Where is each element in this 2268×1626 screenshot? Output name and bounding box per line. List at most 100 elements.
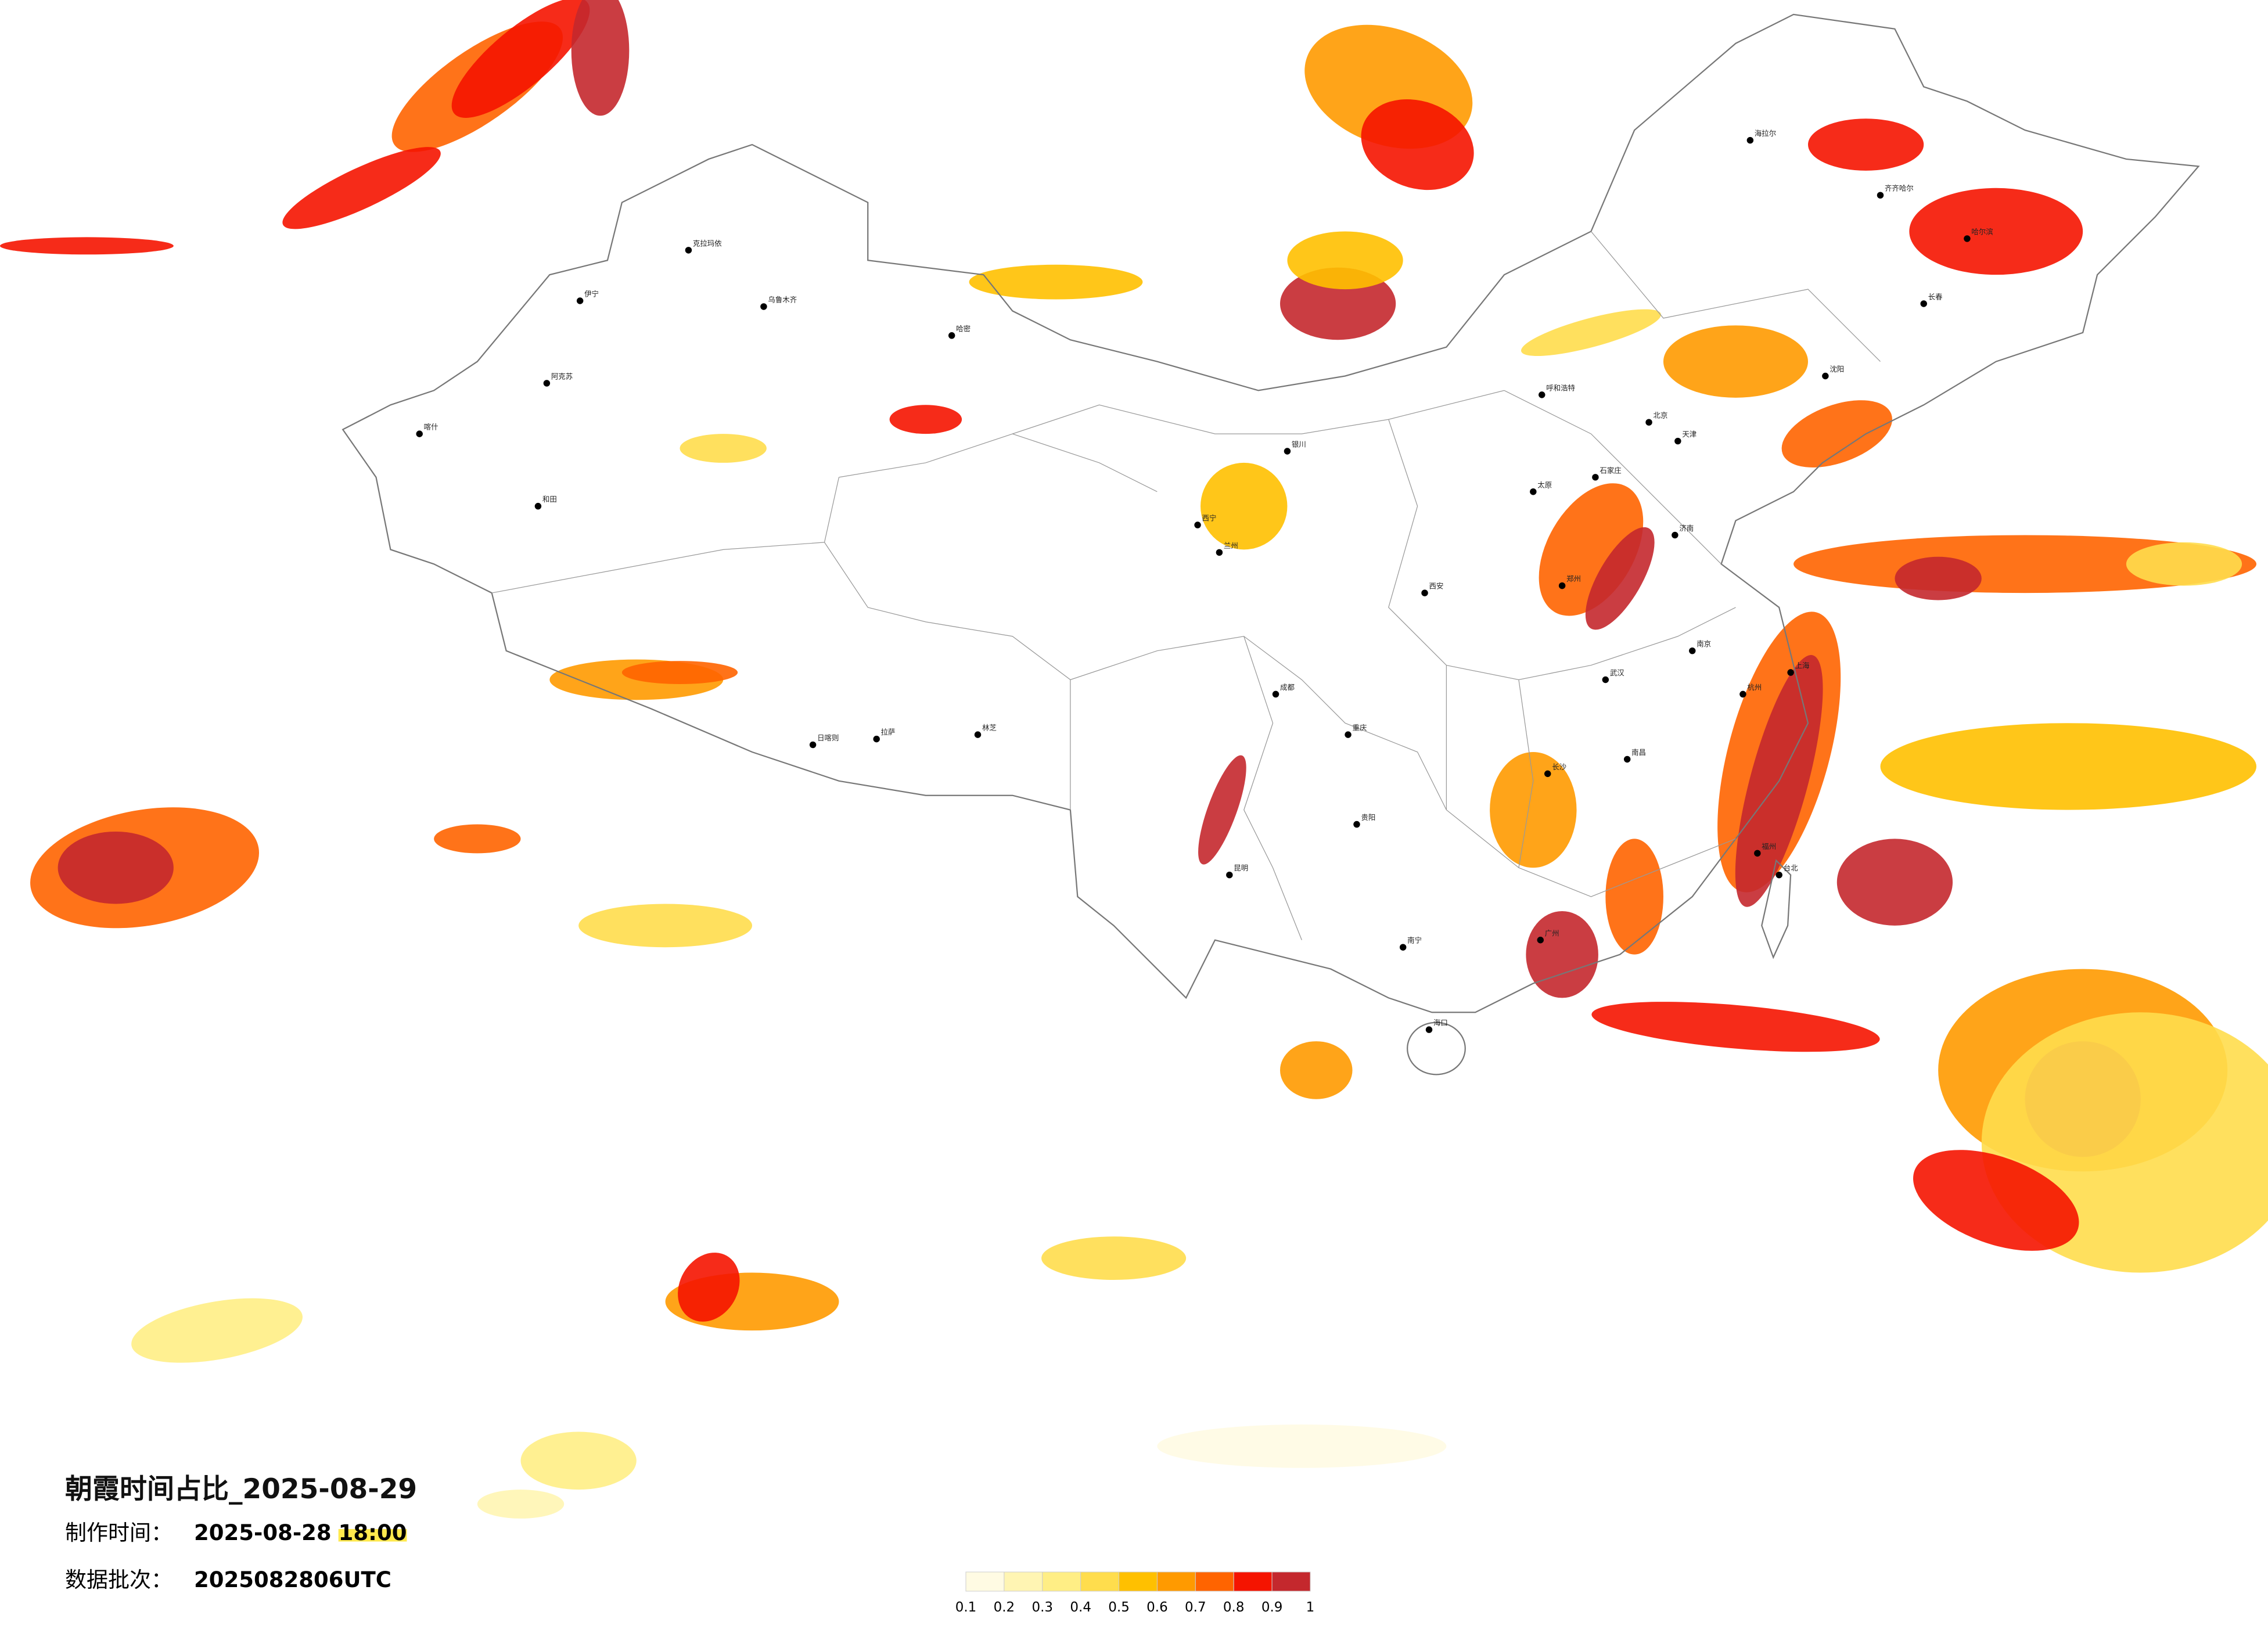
legend-tick: 0.5 (1108, 1600, 1130, 1615)
batch-label: 数据批次： (65, 1567, 172, 1592)
city-dot (948, 332, 955, 339)
color-blob (1280, 1041, 1353, 1099)
city-label: 和田 (542, 495, 557, 503)
legend-box (1195, 1571, 1234, 1592)
legend-box (1271, 1571, 1311, 1592)
city-dot (534, 502, 542, 510)
city-label: 林芝 (982, 724, 997, 732)
city-label: 石家庄 (1600, 466, 1621, 474)
city-dot (1775, 871, 1782, 879)
city-label: 乌鲁木齐 (768, 295, 797, 304)
city-dot (760, 303, 767, 310)
city-label: 伊宁 (584, 290, 599, 298)
color-blob (0, 237, 174, 255)
color-blob (1913, 1150, 2079, 1251)
city-dot (1964, 235, 1971, 242)
city-label: 海口 (1433, 1019, 1448, 1027)
city-label: 南京 (1696, 639, 1711, 648)
color-blob (520, 1431, 637, 1490)
city-dot (1920, 300, 1927, 307)
city-label: 南昌 (1631, 748, 1646, 757)
legend-box (1156, 1571, 1196, 1592)
city-dot (1544, 770, 1551, 778)
production-time: 18:00 (339, 1520, 407, 1545)
city-label: 重庆 (1353, 724, 1367, 732)
legend-box (1004, 1571, 1043, 1592)
city-label: 杭州 (1747, 683, 1762, 692)
legend-tick: 1 (1306, 1600, 1315, 1615)
legend-tick: 0.8 (1223, 1600, 1245, 1615)
city-dot (1539, 391, 1545, 398)
city-label: 呼和浩特 (1546, 383, 1575, 392)
color-blob (1526, 911, 1598, 998)
city-label: 齐齐哈尔 (1885, 184, 1914, 193)
legend-box (965, 1571, 1005, 1592)
color-blob (451, 0, 590, 118)
city-label: 沈阳 (1830, 365, 1844, 373)
city-dot (1645, 419, 1652, 426)
legend-box (1233, 1571, 1273, 1592)
time-highlight (338, 1529, 407, 1542)
legend-box (1042, 1571, 1081, 1592)
color-blob (2126, 542, 2242, 586)
city-dot (1345, 731, 1352, 738)
city-dot (685, 247, 692, 254)
city-label: 郑州 (1566, 574, 1581, 583)
city-dot (1530, 488, 1537, 495)
production-label: 制作时间： (65, 1520, 172, 1545)
color-blob (1663, 325, 1808, 398)
color-blob (434, 824, 521, 854)
city-dot (1216, 549, 1223, 556)
color-blob (1781, 400, 1892, 468)
city-label: 武汉 (1610, 668, 1624, 677)
city-label: 哈尔滨 (1971, 227, 1993, 236)
color-blob (1808, 118, 1924, 171)
city-label: 台北 (1784, 864, 1798, 872)
province-lines (491, 231, 1881, 940)
city-dot (809, 741, 817, 749)
city-dot (1194, 521, 1201, 528)
legend-tick: 0.9 (1261, 1600, 1283, 1615)
color-blob (1201, 462, 1288, 550)
color-blob (1287, 231, 1403, 290)
city-label: 长春 (1928, 293, 1943, 301)
color-blob (1198, 755, 1246, 865)
city-label: 济南 (1679, 524, 1694, 533)
city-dot (1674, 437, 1681, 445)
color-blob (1157, 1424, 1447, 1468)
city-dot (1739, 690, 1746, 698)
color-blob (571, 0, 630, 116)
city-dot (1746, 136, 1754, 144)
city-label: 克拉玛依 (693, 239, 722, 247)
color-blob (1521, 309, 1661, 357)
color-blob (1895, 556, 1982, 600)
taiwan (1761, 859, 1792, 959)
color-blob (131, 1298, 303, 1363)
city-dot (1672, 531, 1678, 539)
city-label: 日喀则 (817, 733, 839, 742)
info-block: 制作时间： 2025-08-28 18:00 数据批次： 2025082806UTC (65, 1520, 407, 1592)
batch: 2025082806UTC (194, 1567, 391, 1592)
color-blob (1880, 723, 2257, 810)
color-blob (621, 661, 738, 684)
legend-tick: 0.4 (1070, 1600, 1091, 1615)
city-dot (1272, 690, 1279, 698)
legend-tick: 0.1 (955, 1600, 977, 1615)
color-blob (578, 904, 753, 948)
city-dot (873, 735, 880, 743)
color-blob (678, 1253, 740, 1322)
city-dot (1421, 589, 1428, 596)
city-label: 海拉尔 (1755, 129, 1776, 138)
city-label: 拉萨 (881, 728, 896, 736)
color-blob (1591, 1002, 1880, 1052)
legend: 0.1 0.2 0.3 0.4 0.5 0.6 0.7 0.8 0.9 1 (955, 1571, 1315, 1615)
city-dot (1353, 821, 1360, 828)
city-label: 成都 (1280, 683, 1295, 692)
city-label: 喀什 (424, 423, 438, 431)
map-title: 朝霞时间占比_2025-08-29 (65, 1473, 417, 1505)
legend-tick: 0.3 (1031, 1600, 1053, 1615)
city-label: 贵阳 (1361, 813, 1375, 822)
